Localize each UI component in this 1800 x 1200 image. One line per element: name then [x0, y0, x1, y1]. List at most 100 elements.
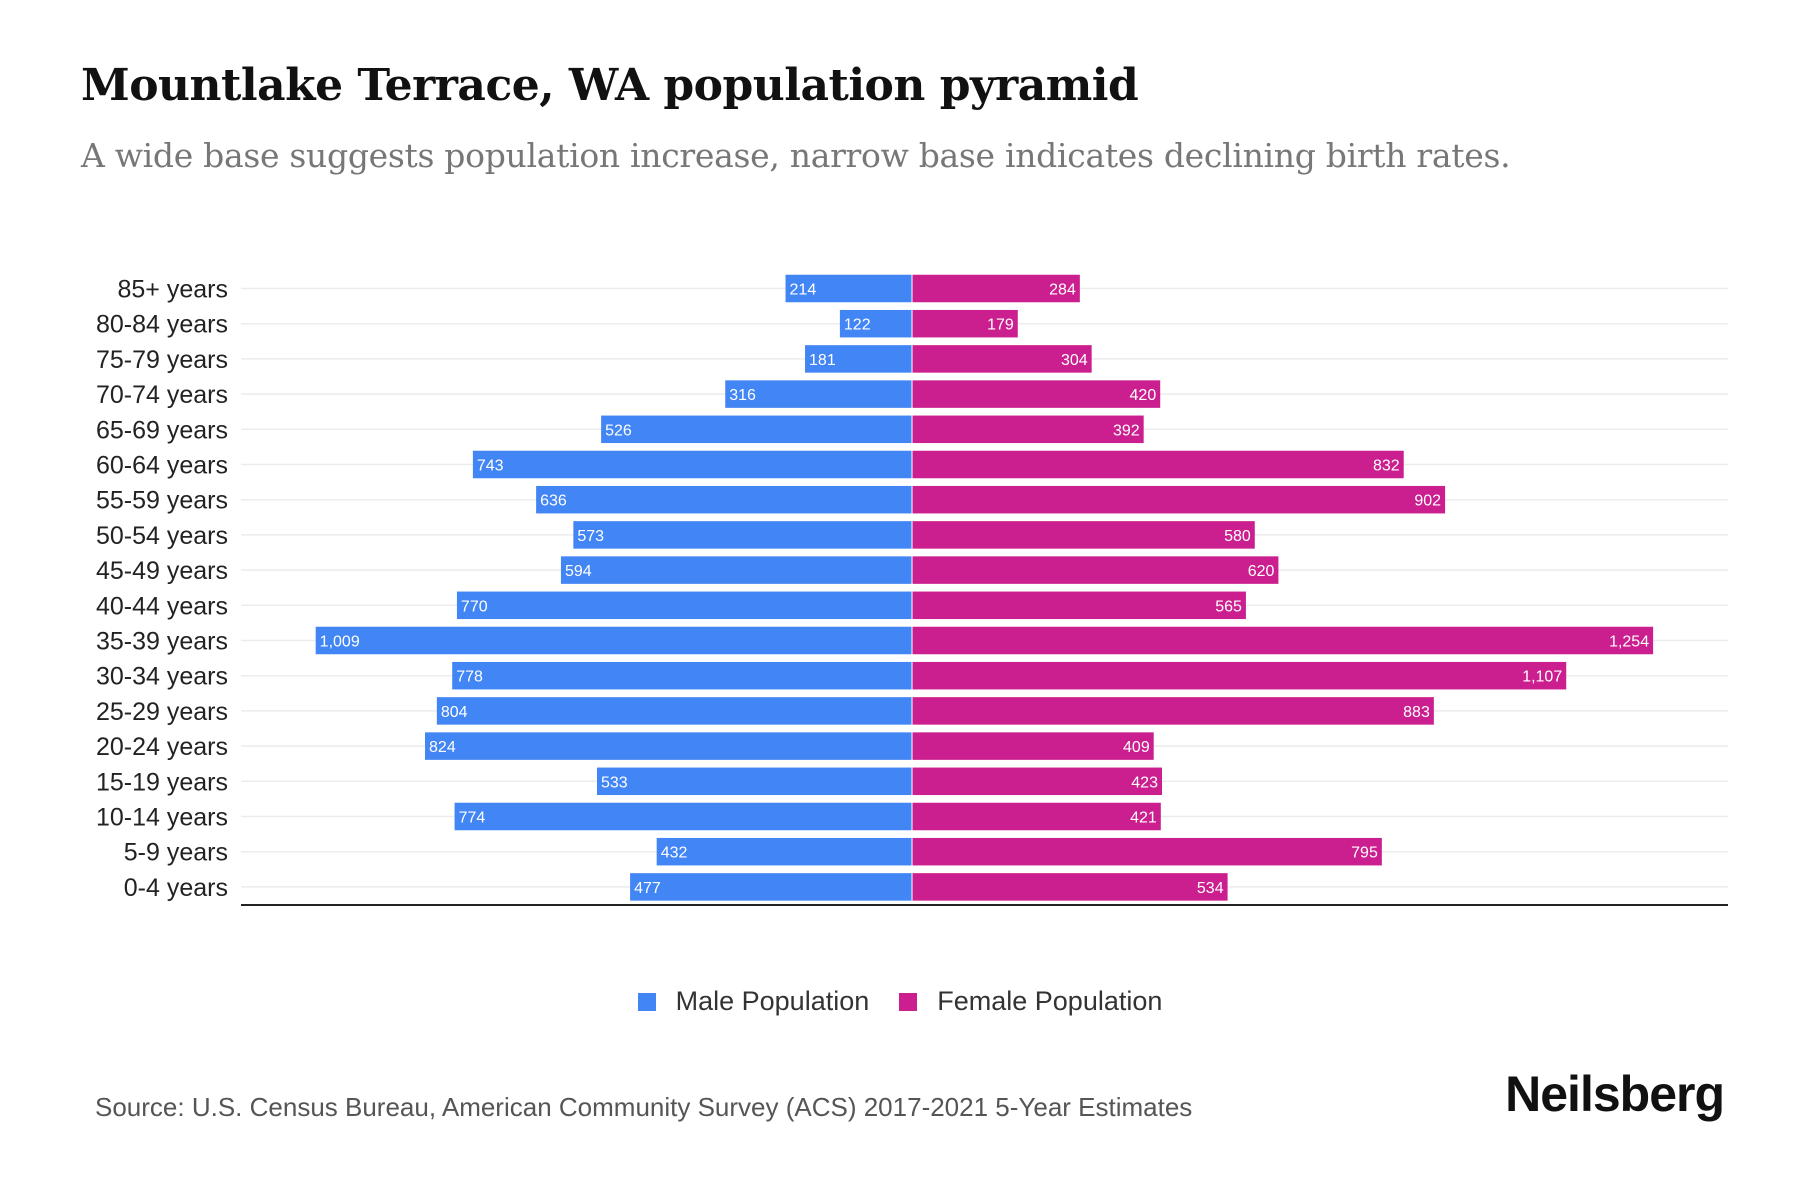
data-label-male: 181	[809, 352, 836, 369]
bar-female	[912, 837, 1382, 866]
data-label-female: 420	[1130, 387, 1157, 404]
bar-male	[436, 697, 912, 725]
bar-female	[912, 274, 1080, 303]
chart-title: Mountlake Terrace, WA population pyramid	[81, 60, 1139, 111]
data-label-female: 580	[1224, 528, 1251, 545]
data-label-female: 421	[1130, 810, 1157, 827]
legend-swatch-female	[899, 992, 918, 1011]
category-label: 50-54 years	[96, 522, 228, 550]
bar-female	[912, 415, 1144, 444]
data-label-male: 778	[456, 669, 483, 686]
bar-male	[805, 345, 912, 373]
bar-female	[912, 732, 1154, 760]
bar-male	[785, 274, 912, 303]
category-label: 10-14 years	[96, 804, 228, 832]
category-label: 60-64 years	[96, 452, 228, 480]
data-label-female: 179	[987, 317, 1014, 334]
legend: Male Population Female Population	[0, 986, 1800, 1017]
data-label-male: 774	[459, 810, 486, 827]
data-label-female: 832	[1373, 458, 1400, 475]
bar-female	[912, 626, 1654, 655]
bar-female	[912, 309, 1018, 338]
category-label: 40-44 years	[96, 592, 228, 620]
data-label-female: 534	[1197, 880, 1224, 897]
data-label-female: 565	[1215, 598, 1242, 615]
data-label-male: 743	[477, 458, 504, 475]
source-note: Source: U.S. Census Bureau, American Com…	[95, 1092, 1193, 1122]
data-label-male: 636	[540, 493, 567, 510]
category-label: 20-24 years	[96, 733, 228, 761]
bar-male	[596, 767, 912, 796]
data-label-male: 122	[844, 317, 871, 334]
data-label-male: 594	[565, 563, 592, 580]
data-label-male: 533	[601, 774, 628, 791]
data-label-male: 1,009	[320, 634, 360, 651]
bar-female	[912, 556, 1279, 584]
category-label: 70-74 years	[96, 381, 228, 409]
bar-male	[315, 626, 912, 655]
bar-male	[601, 415, 912, 444]
data-label-female: 1,107	[1522, 669, 1562, 686]
bar-female	[912, 802, 1161, 831]
bar-male	[452, 661, 912, 690]
category-label: 45-49 years	[96, 557, 228, 585]
category-label: 85+ years	[118, 276, 229, 304]
bar-male	[454, 802, 912, 831]
bar-male	[456, 591, 912, 620]
data-label-female: 392	[1113, 422, 1140, 439]
legend-swatch-male	[637, 992, 656, 1011]
bar-female	[912, 485, 1446, 514]
bar-female	[912, 345, 1092, 373]
legend-label-female: Female Population	[937, 986, 1163, 1016]
data-label-male: 477	[634, 880, 661, 897]
bar-female	[912, 873, 1228, 901]
data-label-male: 573	[577, 528, 604, 545]
bar-male	[573, 521, 912, 549]
data-label-female: 304	[1061, 352, 1088, 369]
data-label-male: 824	[429, 739, 456, 756]
legend-item-female[interactable]: Female Population	[899, 986, 1162, 1017]
bar-female	[912, 661, 1567, 690]
bar-male	[560, 556, 912, 584]
data-label-female: 795	[1351, 845, 1378, 862]
neilsberg-logo: Neilsberg	[1505, 1066, 1725, 1122]
data-label-female: 423	[1131, 774, 1158, 791]
category-label: 55-59 years	[96, 487, 228, 515]
bar-male	[536, 485, 912, 514]
bar-male	[656, 837, 912, 866]
bar-female	[912, 697, 1434, 725]
category-label: 15-19 years	[96, 768, 228, 796]
data-label-female: 883	[1403, 704, 1430, 721]
category-label: 80-84 years	[96, 311, 228, 339]
category-label: 30-34 years	[96, 663, 228, 691]
chart-subtitle: A wide base suggests population increase…	[81, 136, 1511, 175]
data-label-female: 409	[1123, 739, 1150, 756]
category-label: 65-69 years	[96, 416, 228, 444]
bar-female	[912, 767, 1162, 796]
legend-label-male: Male Population	[675, 986, 870, 1016]
category-label: 5-9 years	[124, 839, 228, 867]
category-label: 0-4 years	[124, 874, 228, 902]
category-label: 75-79 years	[96, 346, 228, 374]
data-label-female: 620	[1248, 563, 1275, 580]
data-label-male: 770	[461, 598, 488, 615]
data-label-male: 316	[729, 387, 756, 404]
data-label-male: 214	[790, 282, 817, 299]
data-label-male: 804	[441, 704, 468, 721]
data-label-female: 284	[1049, 282, 1076, 299]
bar-male	[725, 380, 912, 408]
data-label-male: 526	[605, 422, 632, 439]
bar-female	[912, 450, 1404, 479]
bar-female	[912, 380, 1161, 408]
bar-male	[630, 873, 912, 901]
bar-female	[912, 521, 1255, 549]
data-label-female: 902	[1414, 493, 1441, 510]
category-label: 25-29 years	[96, 698, 228, 726]
bar-male	[425, 732, 912, 760]
bar-female	[912, 591, 1246, 620]
population-pyramid-chart: 85+ years 214 284 80-84 years 122 179 75-79 ye…	[96, 274, 1728, 906]
data-label-female: 1,254	[1609, 634, 1649, 651]
bar-male	[839, 309, 912, 338]
legend-item-male[interactable]: Male Population	[637, 986, 870, 1017]
data-label-male: 432	[661, 845, 688, 862]
